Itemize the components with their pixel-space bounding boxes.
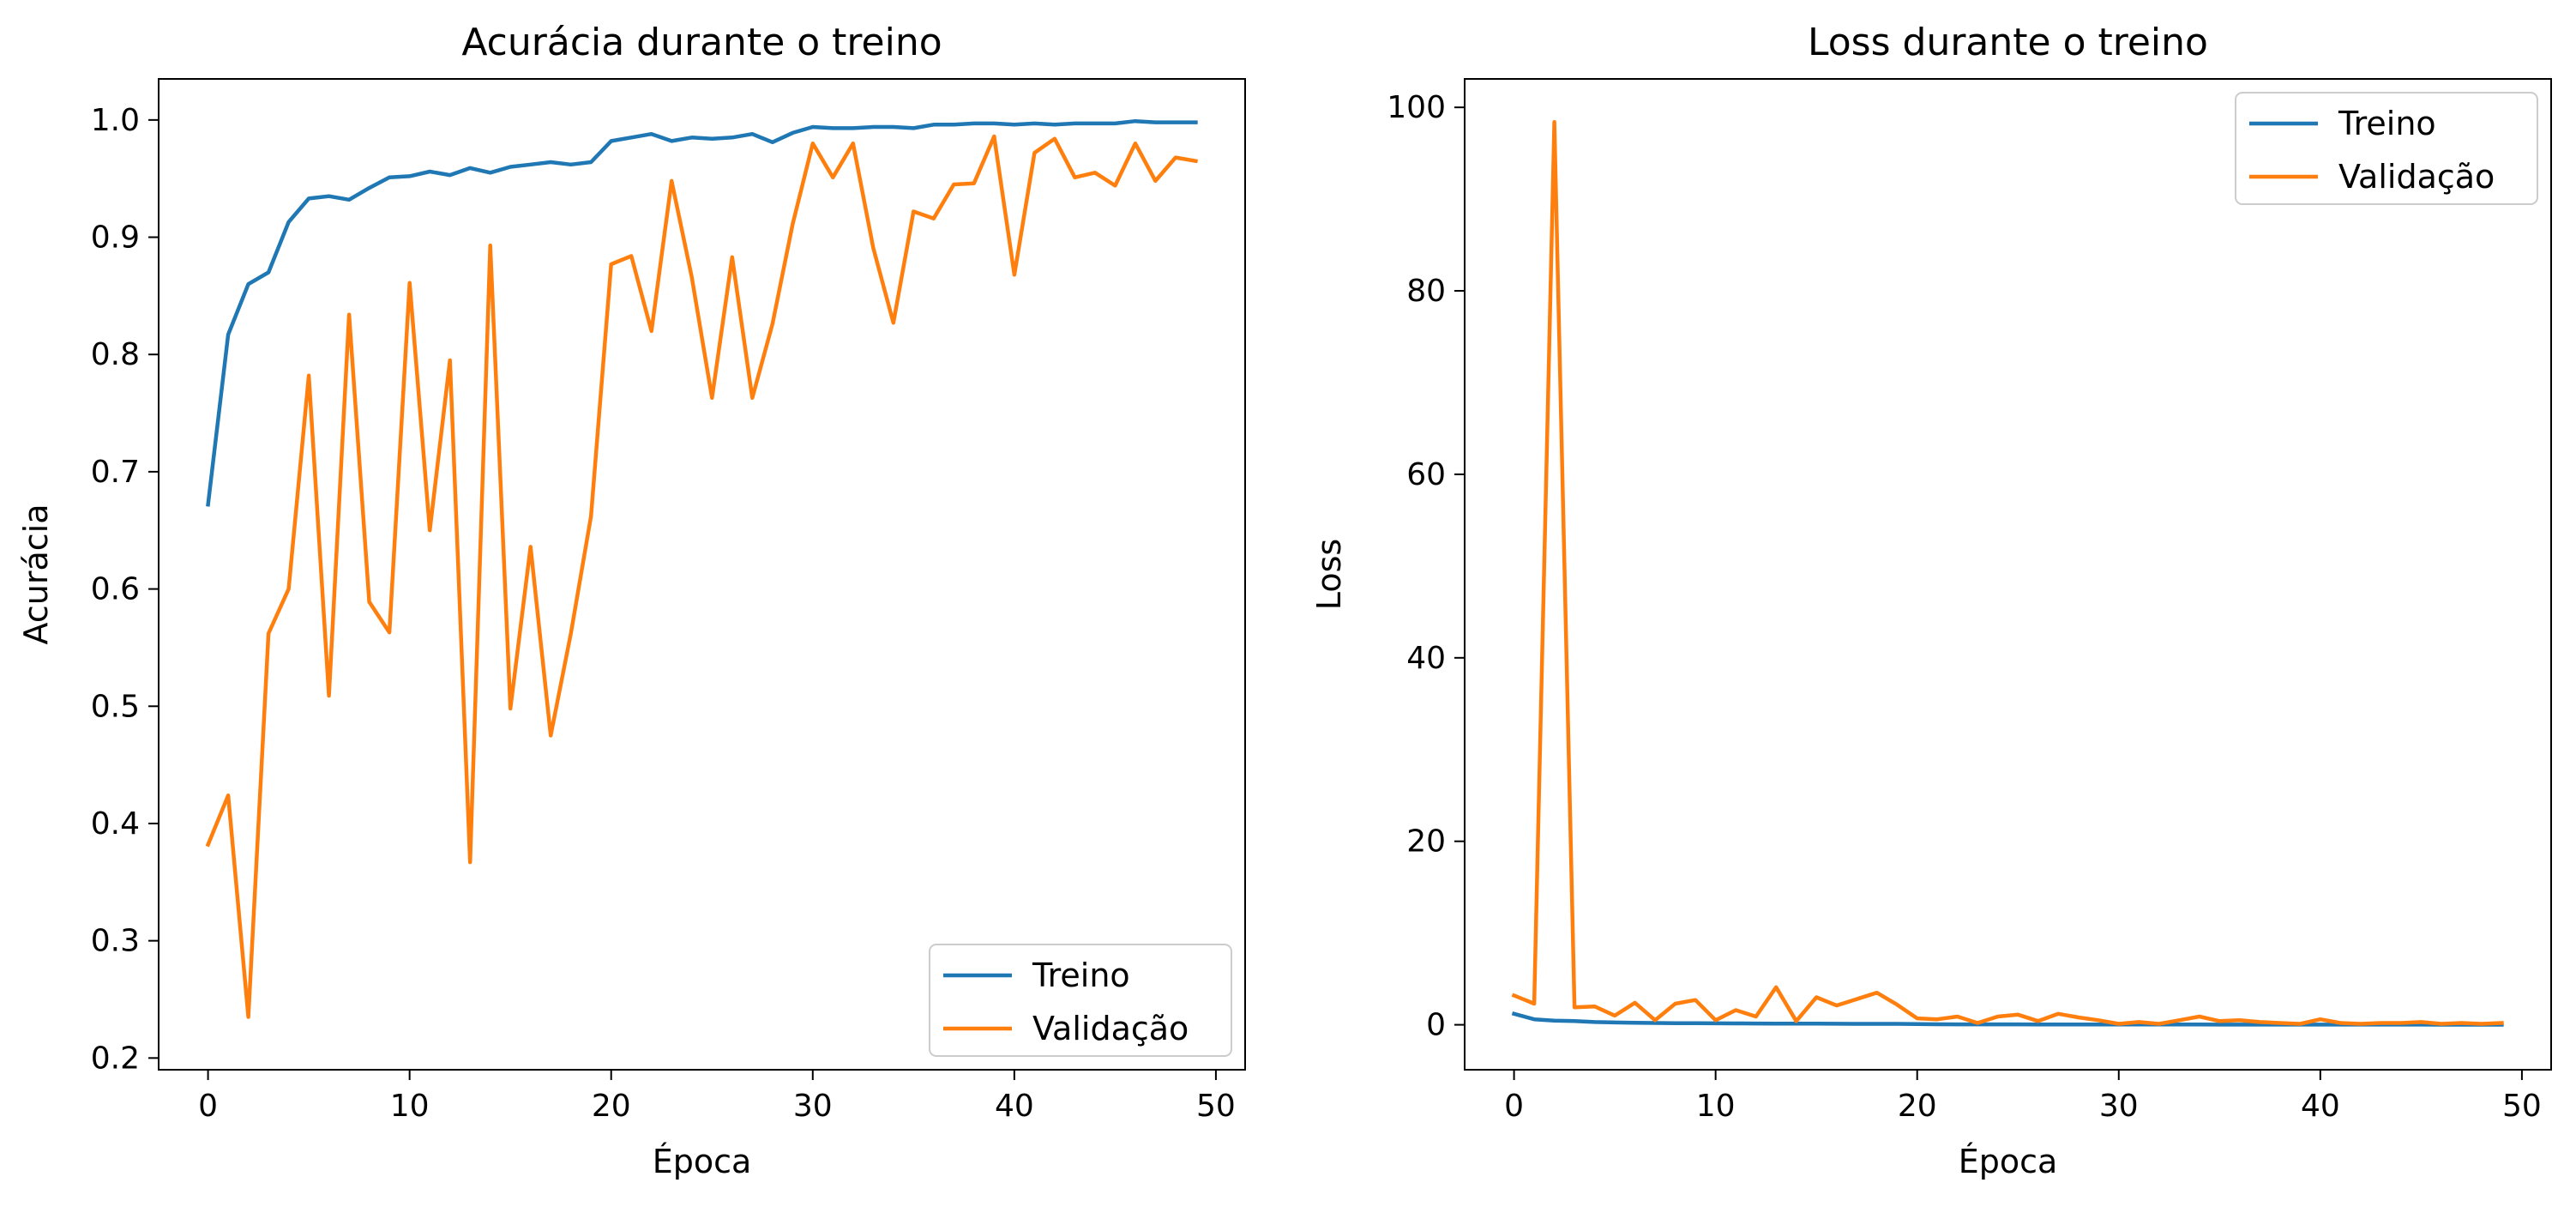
x-tick-label: 40 (995, 1089, 1034, 1124)
x-tick-label: 30 (2099, 1089, 2139, 1124)
y-axis-label: Loss (1310, 539, 1348, 610)
x-tick-label: 10 (390, 1089, 430, 1124)
x-tick-label: 10 (1696, 1089, 1736, 1124)
series-line-validao (1511, 120, 2504, 1026)
y-tick-label: 0.7 (91, 455, 140, 490)
y-tick-label: 1.0 (91, 103, 140, 138)
x-tick-label: 40 (2301, 1089, 2340, 1124)
y-tick-label: 0.4 (91, 806, 140, 842)
y-tick-label: 0.3 (91, 924, 140, 959)
legend-label: Validação (2338, 158, 2495, 196)
y-tick-label: 0.9 (91, 220, 140, 256)
y-tick-label: 100 (1387, 90, 1446, 125)
chart-1: Acurácia durante o treino 0 10 20 30 40 50 0.2 0… (17, 21, 1246, 1180)
y-tick-label: 0.6 (91, 572, 140, 607)
x-tick-label: 0 (1504, 1089, 1524, 1124)
legend: Treino Validação (2235, 92, 2538, 205)
chart-title: Acurácia durante o treino (461, 21, 942, 64)
plot-frame (158, 78, 1246, 1071)
x-tick-label: 50 (1196, 1089, 1236, 1124)
x-tick-label: 30 (793, 1089, 833, 1124)
series-line-treino (1511, 1011, 2504, 1027)
x-tick-label: 50 (2502, 1089, 2542, 1124)
legend-label: Validação (1032, 1010, 1189, 1047)
y-tick-label: 0.5 (91, 689, 140, 724)
y-tick-label: 0 (1426, 1008, 1446, 1043)
legend: Treino Validação (929, 944, 1232, 1057)
chart-2: Loss durante o treino 0 10 20 30 40 50 0 20 40 60 8… (1310, 21, 2552, 1180)
legend-label: Treino (1032, 957, 1130, 994)
x-axis-label: Época (1959, 1143, 2058, 1180)
x-tick-label: 0 (198, 1089, 218, 1124)
chart-title: Loss durante o treino (1808, 21, 2208, 64)
y-tick-label: 40 (1406, 641, 1446, 676)
legend-label: Treino (2338, 105, 2436, 142)
series-line-treino (206, 118, 1198, 507)
y-tick-label: 20 (1406, 824, 1446, 860)
y-tick-label: 80 (1406, 274, 1446, 309)
plot-frame (1464, 78, 2552, 1071)
y-axis-label: Acurácia (17, 504, 55, 645)
series-line-validao (205, 134, 1199, 1019)
x-axis-label: Época (653, 1143, 752, 1180)
x-tick-label: 20 (1898, 1089, 1937, 1124)
x-tick-label: 20 (592, 1089, 631, 1124)
y-tick-label: 0.8 (91, 337, 140, 372)
y-tick-label: 0.2 (91, 1041, 140, 1076)
y-tick-label: 60 (1406, 457, 1446, 492)
